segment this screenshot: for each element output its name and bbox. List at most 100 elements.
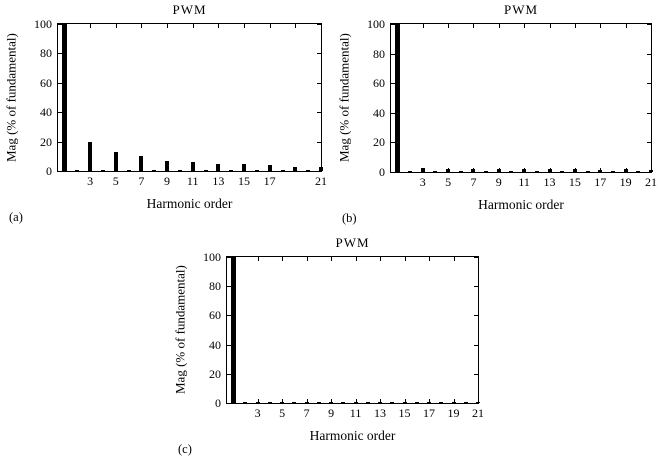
- x-tick-mark: [282, 399, 284, 403]
- harmonic-bar: [598, 169, 603, 172]
- x-tick-label: 15: [238, 174, 251, 188]
- y-tick-label: 80: [209, 279, 221, 294]
- harmonic-bar: [61, 24, 67, 171]
- y-tick-label: 0: [46, 164, 52, 178]
- x-tick-mark: [306, 399, 308, 403]
- harmonic-bar: [427, 402, 432, 403]
- x-tick-mark: [478, 399, 479, 403]
- x-tick-mark: [355, 257, 357, 261]
- harmonic-bar: [177, 170, 182, 171]
- y-tick-label: 60: [209, 308, 221, 323]
- y-tick-mark: [317, 24, 321, 25]
- harmonic-bar: [100, 170, 105, 171]
- x-tick-label: 5: [112, 174, 119, 188]
- y-tick-label: 100: [34, 17, 52, 31]
- x-tick-label: 19: [619, 175, 632, 189]
- y-tick-label: 20: [373, 135, 385, 150]
- x-tick-mark: [600, 24, 602, 28]
- y-tick-label: 40: [209, 337, 221, 352]
- harmonic-bar: [306, 170, 311, 171]
- harmonic-bar: [378, 402, 383, 403]
- x-tick-label: 13: [212, 174, 225, 188]
- x-tick-label: 7: [138, 174, 145, 188]
- plot-area: 0 20 40 60 80 100 3 5 7 9 11 13 15 17 21: [34, 18, 327, 187]
- y-tick-label: 60: [40, 75, 52, 90]
- y-tick-mark: [227, 257, 231, 258]
- x-tick-label: 21: [315, 174, 327, 188]
- y-tick-mark: [474, 344, 478, 346]
- harmonic-bar: [267, 165, 272, 171]
- harmonic-bar: [203, 170, 208, 171]
- y-tick-label: 80: [40, 46, 52, 61]
- y-tick-label: 40: [40, 105, 52, 120]
- x-tick-mark: [331, 257, 333, 261]
- harmonic-bar: [230, 257, 236, 403]
- harmonic-bar: [585, 171, 590, 172]
- y-tick-mark: [391, 112, 395, 114]
- x-tick-label: 19: [447, 406, 460, 420]
- harmonic-bar: [190, 162, 195, 171]
- x-tick-label: 9: [495, 175, 502, 189]
- x-tick-mark: [574, 24, 576, 28]
- x-tick-label: 3: [87, 174, 94, 188]
- y-tick-mark: [647, 53, 651, 55]
- panel-label: (c): [178, 442, 192, 456]
- y-tick-mark: [58, 112, 62, 114]
- x-tick-mark: [625, 24, 627, 28]
- harmonic-bar: [165, 160, 170, 171]
- x-tick-mark: [331, 399, 333, 403]
- y-tick-mark: [227, 315, 231, 317]
- x-tick-label: 5: [279, 406, 286, 420]
- harmonic-bar: [509, 171, 514, 172]
- harmonic-bar: [610, 171, 615, 172]
- harmonic-bar: [433, 171, 438, 172]
- y-tick-mark: [317, 53, 321, 55]
- harmonic-bar: [319, 167, 323, 171]
- x-axis-label: Harmonic order: [478, 197, 564, 212]
- harmonic-bar: [255, 401, 260, 403]
- x-tick-mark: [429, 257, 431, 261]
- y-tick-label: 0: [379, 165, 385, 179]
- harmonic-bar: [420, 167, 425, 172]
- x-tick-mark: [448, 24, 450, 28]
- y-tick-mark: [227, 286, 231, 288]
- x-tick-mark: [404, 399, 406, 403]
- x-tick-label: 21: [472, 406, 484, 420]
- harmonic-bar: [113, 151, 118, 171]
- x-tick-mark: [355, 399, 357, 403]
- x-tick-label: 11: [349, 406, 362, 420]
- x-tick-mark: [380, 257, 382, 261]
- harmonic-bar: [75, 170, 80, 171]
- y-tick-mark: [391, 83, 395, 85]
- y-tick-mark: [227, 344, 231, 346]
- y-tick-mark: [647, 142, 651, 144]
- x-tick-mark: [549, 24, 551, 28]
- harmonic-bar: [414, 402, 419, 403]
- y-tick-mark: [647, 112, 651, 114]
- harmonic-bar: [139, 156, 144, 171]
- y-tick-mark: [474, 315, 478, 317]
- x-tick-mark: [651, 24, 652, 28]
- x-tick-label: 3: [254, 406, 261, 420]
- x-tick-mark: [306, 257, 308, 261]
- harmonic-bar: [304, 402, 309, 403]
- x-tick-label: 5: [445, 175, 452, 189]
- harmonic-bar: [522, 169, 527, 172]
- y-tick-mark: [474, 373, 478, 375]
- harmonic-bar: [572, 169, 577, 172]
- x-tick-label: 11: [186, 174, 199, 188]
- x-tick-label: 7: [470, 175, 477, 189]
- x-tick-label: 17: [263, 174, 276, 188]
- x-tick-label: 13: [543, 175, 556, 189]
- y-tick-mark: [474, 257, 478, 258]
- y-tick-mark: [58, 53, 62, 55]
- harmonic-bar: [267, 402, 272, 403]
- x-tick-mark: [524, 24, 526, 28]
- x-tick-label: 9: [164, 174, 171, 188]
- harmonic-bar: [458, 171, 463, 172]
- y-tick-mark: [647, 172, 651, 173]
- x-axis-label: Harmonic order: [146, 196, 233, 211]
- harmonic-bar: [152, 170, 157, 171]
